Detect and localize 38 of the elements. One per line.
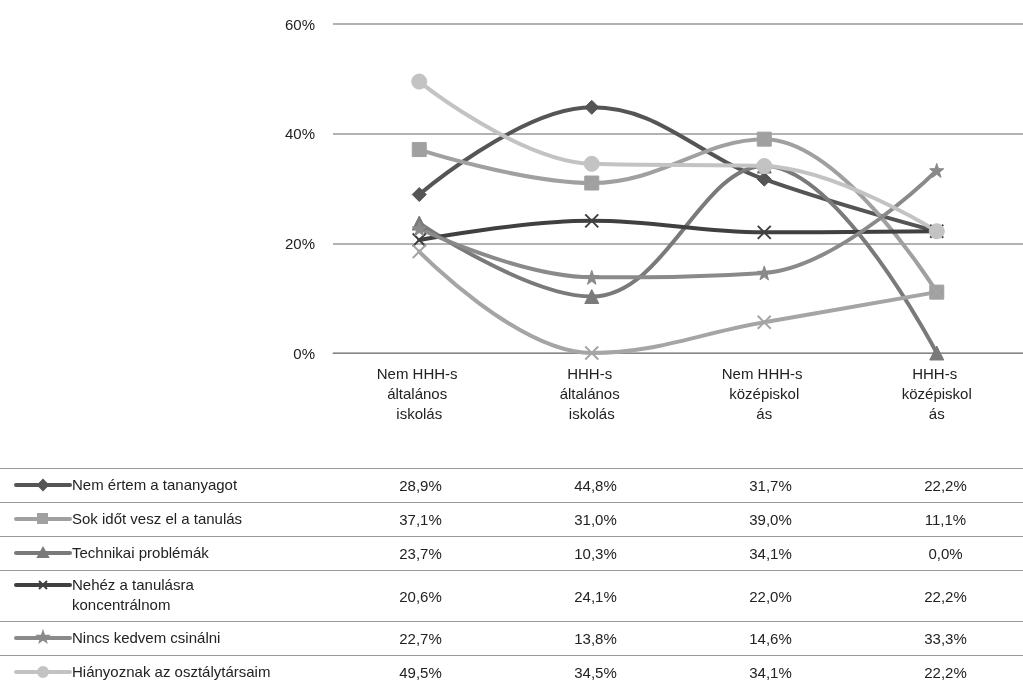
x-tick-label: Nem HHH-s általános iskolás [376, 364, 462, 422]
data-label: 39,0% [749, 511, 792, 528]
data-label: 22,2% [924, 664, 967, 681]
x-tick-label: HHH-s általános iskolás [559, 364, 624, 422]
y-tick-label: 60% [284, 15, 315, 33]
y-tick-label: 20% [284, 234, 315, 252]
legend-label: Nincs kedvem csinálni [72, 628, 222, 648]
x-tick-label: HHH-s középiskolás [901, 364, 972, 422]
data-label: 49,5% [399, 664, 442, 681]
data-label: 20,6% [399, 587, 442, 605]
y-tick-label: 0% [293, 344, 315, 362]
data-label: 13,8% [574, 630, 617, 647]
data-label: 34,1% [749, 664, 792, 681]
legend-label: Technikai problémák [72, 543, 210, 563]
data-label: 14,6% [749, 630, 792, 647]
data-label: 23,7% [399, 545, 442, 562]
data-label: 33,3% [924, 630, 967, 647]
data-label: 0,0% [928, 545, 963, 562]
data-label: 34,1% [749, 545, 792, 562]
data-label: 22,2% [924, 477, 967, 494]
data-label: 24,1% [574, 587, 617, 605]
x-tick-label: Nem HHH-s középiskolás [721, 364, 807, 422]
data-label: 22,2% [924, 587, 967, 605]
data-label: 10,3% [574, 545, 617, 562]
legend-label: Hiányoznak az osztálytársaim [72, 662, 272, 682]
data-label: 44,8% [574, 477, 617, 494]
data-label: 37,1% [399, 511, 442, 528]
legend-label: Nehéz a tanulásra koncentrálnom [72, 575, 195, 615]
data-label: 22,0% [749, 587, 792, 605]
data-label: 11,1% [924, 511, 967, 528]
y-tick-label: 40% [284, 125, 315, 143]
data-label: 22,7% [399, 630, 442, 647]
data-label: 31,0% [574, 511, 617, 528]
legend-label: Sok időt vesz el a tanulás [72, 509, 244, 529]
data-label: 28,9% [399, 477, 442, 494]
legend-label: Nem értem a tananyagot [72, 475, 239, 495]
data-label: 31,7% [749, 477, 792, 494]
data-label: 34,5% [574, 664, 617, 681]
